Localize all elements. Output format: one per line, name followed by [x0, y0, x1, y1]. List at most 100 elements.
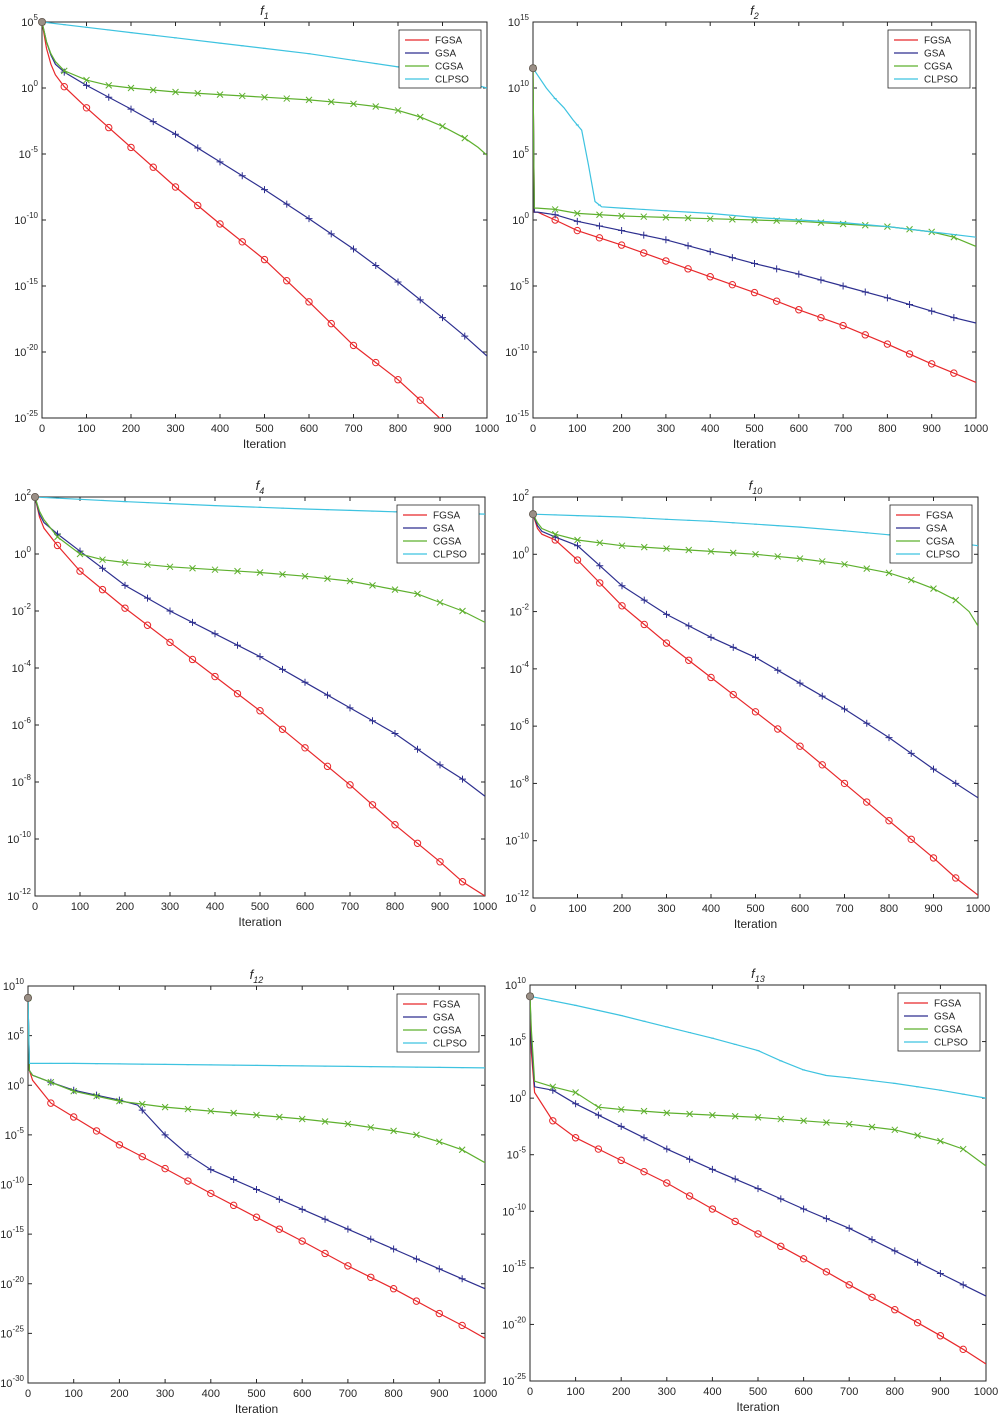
data-point-cgsa	[800, 1117, 807, 1125]
data-point-fgsa	[706, 273, 714, 281]
data-point-fgsa	[774, 725, 782, 733]
data-point-fgsa	[229, 1201, 238, 1210]
legend-label-clpso: CLPSO	[433, 1039, 467, 1050]
y-tick-base: 10	[509, 1037, 521, 1049]
data-point-fgsa	[458, 1321, 466, 1330]
data-point-gsa	[640, 1134, 648, 1142]
data-point-cgsa	[93, 1092, 100, 1100]
data-point-fgsa	[662, 639, 671, 647]
y-tick-label: 10-10	[505, 832, 529, 848]
y-tick-label: 10-4	[12, 659, 32, 675]
data-point-cgsa	[54, 533, 61, 541]
data-point-gsa	[728, 254, 736, 262]
data-point-gsa	[327, 230, 335, 238]
panel-title-subscript: 4	[259, 486, 264, 496]
legend-label-fgsa: FGSA	[433, 511, 461, 522]
y-tick-base: 10	[14, 281, 26, 293]
data-point-fgsa	[105, 123, 113, 132]
data-point-gsa	[777, 1195, 785, 1203]
data-point-fgsa	[640, 1167, 648, 1176]
legend-label-fgsa: FGSA	[926, 511, 954, 522]
data-point-fgsa	[549, 1117, 557, 1125]
start-point-marker	[529, 64, 538, 73]
y-tick-exponent: -20	[26, 343, 38, 352]
x-tick-label: 0	[32, 901, 38, 913]
y-tick-base: 10	[5, 1130, 17, 1142]
data-point-fgsa	[777, 1242, 785, 1251]
data-point-fgsa	[372, 358, 380, 367]
y-tick-base: 10	[7, 1080, 19, 1092]
data-point-gsa	[216, 158, 224, 166]
y-tick-base: 10	[14, 413, 26, 425]
data-point-cgsa	[83, 76, 90, 84]
data-point-gsa	[618, 582, 626, 590]
data-point-fgsa	[772, 297, 781, 305]
data-point-fgsa	[98, 585, 107, 594]
data-point-cgsa	[207, 1107, 215, 1115]
y-tick-exponent: -5	[31, 145, 39, 154]
y-tick-label: 10-15	[505, 409, 529, 425]
data-point-cgsa	[618, 212, 625, 220]
legend-label-clpso: CLPSO	[934, 1038, 968, 1049]
data-point-cgsa	[796, 555, 804, 562]
data-point-fgsa	[439, 416, 446, 418]
y-tick-label: 10-10	[0, 1176, 24, 1192]
data-point-cgsa	[663, 545, 670, 552]
data-point-cgsa	[216, 91, 224, 98]
legend-label-gsa: GSA	[433, 524, 454, 535]
data-point-fgsa	[256, 707, 264, 715]
legend: FGSA GSA CGSA CLPSO	[396, 993, 480, 1053]
series-line-fgsa	[533, 68, 976, 383]
panel-title-subscript: 12	[253, 975, 263, 985]
y-tick-exponent: 10	[520, 79, 529, 88]
data-point-fgsa	[412, 1297, 421, 1305]
series-line-gsa	[533, 68, 976, 324]
data-point-cgsa	[930, 585, 937, 593]
y-tick-base: 10	[510, 607, 522, 619]
y-tick-exponent: -10	[26, 211, 38, 220]
y-tick-exponent: -15	[514, 1259, 526, 1268]
data-point-gsa	[184, 1151, 192, 1159]
y-tick-exponent: -2	[522, 603, 530, 612]
data-point-cgsa	[189, 564, 196, 572]
y-tick-exponent: -6	[24, 716, 32, 725]
data-point-fgsa	[305, 298, 313, 306]
data-point-fgsa	[149, 163, 157, 171]
x-tick-label: 200	[612, 1386, 630, 1398]
y-tick-exponent: -20	[12, 1275, 24, 1284]
data-point-fgsa	[596, 579, 604, 587]
y-tick-base: 10	[21, 83, 33, 95]
data-point-gsa	[390, 1245, 398, 1253]
data-point-gsa	[883, 294, 891, 302]
y-tick-label: 100	[14, 545, 31, 561]
data-point-gsa	[416, 296, 424, 304]
data-point-gsa	[640, 596, 648, 604]
y-tick-exponent: -5	[17, 1126, 25, 1135]
data-point-fgsa	[121, 604, 129, 612]
data-point-fgsa	[822, 1268, 831, 1276]
data-point-cgsa	[70, 1087, 78, 1095]
y-tick-exponent: 0	[20, 1076, 25, 1085]
data-point-cgsa	[891, 1126, 899, 1134]
data-point-gsa	[230, 1176, 238, 1184]
data-point-cgsa	[369, 581, 376, 589]
data-point-fgsa	[840, 779, 849, 788]
data-point-gsa	[372, 262, 380, 270]
y-tick-base: 10	[12, 777, 24, 789]
data-point-cgsa	[572, 1089, 579, 1096]
data-point-fgsa	[344, 1262, 352, 1270]
y-tick-base: 10	[0, 1279, 12, 1291]
data-point-fgsa	[928, 360, 936, 368]
data-point-gsa	[914, 1258, 922, 1266]
data-point-fgsa	[216, 220, 224, 228]
y-tick-exponent: -10	[514, 1202, 526, 1211]
x-tick-label: 600	[296, 901, 314, 913]
x-tick-label: 0	[527, 1386, 533, 1398]
data-point-fgsa	[891, 1306, 899, 1314]
data-point-cgsa	[885, 569, 893, 577]
x-tick-label: 700	[834, 423, 852, 435]
x-tick-label: 0	[39, 423, 45, 435]
y-tick-base: 10	[510, 664, 522, 676]
